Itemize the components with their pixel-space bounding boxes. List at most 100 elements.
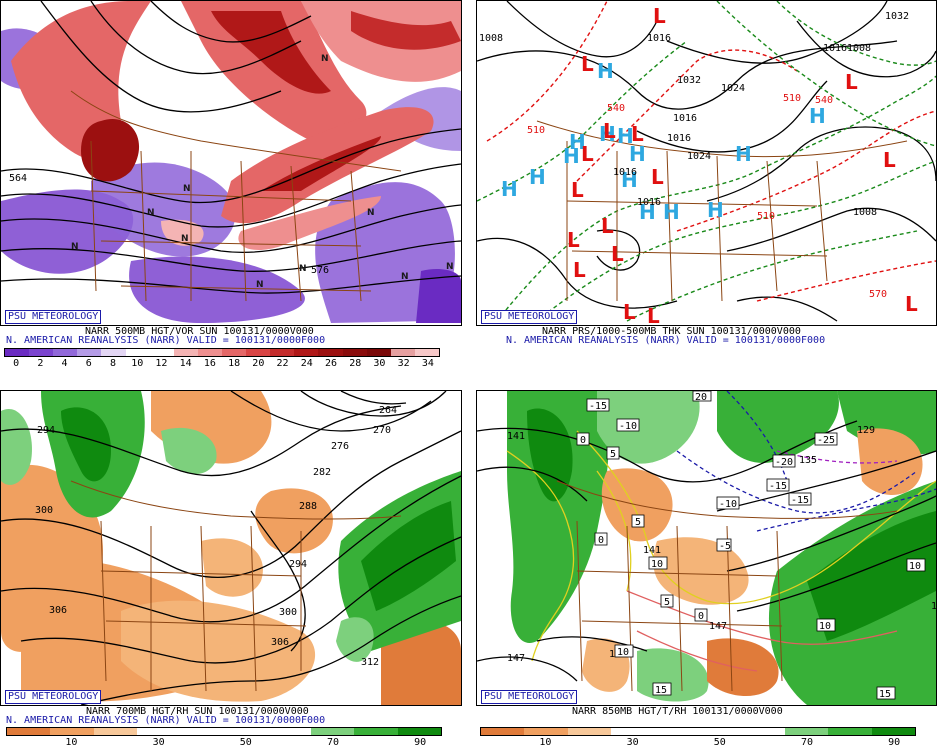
svg-text:312: 312 [361,657,379,668]
colorbar-segment [137,728,181,735]
colorbar-segment [784,728,829,735]
contour-label: 564 [9,173,27,184]
vorticity-symbols: N N N N N N N N N N [71,54,454,290]
colorbar-tick-label: 28 [349,358,362,369]
colorbar-segment [397,728,442,735]
map-canvas: 141 135 129 147 147 147 141 15 [477,391,936,705]
svg-text:N: N [299,264,307,274]
svg-text:135: 135 [799,455,817,466]
colorbar-tick-label: 10 [131,358,144,369]
colorbar-tick-label: 30 [152,737,165,748]
high-center: H [599,122,616,146]
svg-text:5: 5 [610,449,616,460]
svg-text:294: 294 [289,559,307,570]
colorbar-ticks: 10 30 50 70 90 [6,737,442,749]
colorbar-tick-label: 4 [61,358,68,369]
colorbar-tick-label: 20 [252,358,265,369]
svg-text:10: 10 [819,621,831,632]
colorbar-segment [354,728,398,735]
psu-meteorology-badge: PSU METEOROLOGY [5,310,102,324]
colorbar-ticks: 10 30 50 70 90 [480,737,916,749]
svg-text:20: 20 [695,392,707,403]
high-center: H [617,124,634,148]
colorbar-segment [524,728,568,735]
colorbar-tick-label: 70 [326,737,340,748]
colorbar [4,348,440,357]
colorbar-segment [871,728,916,735]
low-center: L [845,70,858,94]
colorbar-tick-label: 24 [300,358,313,369]
svg-text:540: 540 [815,95,833,106]
colorbar-segment [197,349,222,356]
colorbar [6,727,442,736]
svg-text:300: 300 [35,505,53,516]
svg-text:N: N [71,242,79,252]
psu-meteorology-badge: PSU METEOROLOGY [5,690,102,704]
svg-text:306: 306 [271,637,289,648]
map-canvas: N N N N N N N N N N 564 576 [1,1,461,325]
svg-text:1008: 1008 [479,33,503,44]
colorbar-segment [7,728,51,735]
svg-text:-15: -15 [769,481,787,492]
colorbar-tick-label: 30 [373,358,386,369]
pressure-centers: H H H H H H H H H H H H H H L L L L L L [501,4,918,325]
colorbar-segment [611,728,655,735]
colorbar-segment [828,728,872,735]
colorbar-segment [318,349,343,356]
svg-text:15: 15 [655,685,667,696]
low-center: L [581,142,594,166]
svg-text:141: 141 [643,545,661,556]
low-center: L [567,228,580,252]
map-500mb: N N N N N N N N N N 564 576 PSU METEOROL… [0,0,462,326]
svg-text:N: N [401,272,409,282]
panel-pressure-thickness: H H H H H H H H H H H H H H L L L L L L [476,0,937,375]
svg-text:270: 270 [373,425,391,436]
high-center: H [569,130,586,154]
svg-text:264: 264 [379,405,397,416]
contour-labels: 294 300 306 312 300 306 294 288 282 276 … [35,405,397,668]
svg-text:-20: -20 [775,457,793,468]
high-center: H [809,104,826,128]
colorbar-tick-label: 50 [713,737,726,748]
colorbar-tick-label: 0 [13,358,20,369]
colorbar-tick-label: 14 [179,358,192,369]
low-center: L [601,214,614,238]
low-center: L [651,165,664,189]
colorbar-tick-label: 2 [37,358,44,369]
colorbar-segment [267,728,311,735]
low-center: L [603,119,616,143]
svg-text:N: N [446,262,454,272]
colorbar-segment [149,349,174,356]
svg-text:15: 15 [879,689,891,700]
colorbar-segment [224,728,268,735]
colorbar-segment [342,349,367,356]
svg-text:147: 147 [709,621,727,632]
svg-text:1016: 1016 [613,167,637,178]
colorbar-tick-label: 34 [421,358,434,369]
low-center: L [571,178,584,202]
colorbar-tick-label: 50 [239,737,252,748]
svg-text:-5: -5 [719,541,731,552]
low-center: L [883,148,896,172]
colorbar-tick-label: 10 [65,737,78,748]
high-center: H [663,200,680,224]
temperature-labels: -15 -10 -10 -15 -15 -25 -20 5 5 -5 0 0 0… [576,391,926,700]
svg-text:1016: 1016 [647,33,671,44]
svg-text:15: 15 [931,601,936,612]
high-center: H [529,165,546,189]
svg-text:-15: -15 [589,401,607,412]
svg-text:1016: 1016 [673,113,697,124]
caption-valid: N. AMERICAN REANALYSIS (NARR) VALID = 10… [506,335,826,346]
svg-text:306: 306 [49,605,67,616]
high-center: H [707,198,724,222]
map-pressure: H H H H H H H H H H H H H H L L L L L L [476,0,937,326]
svg-text:540: 540 [607,103,625,114]
svg-text:-10: -10 [619,421,637,432]
map-canvas: H H H H H H H H H H H H H H L L L L L L [477,1,936,325]
colorbar-segment [29,349,54,356]
svg-text:1016: 1016 [637,197,661,208]
caption-title: NARR PRS/1000-500MB THK SUN 100131/0000V… [542,326,801,337]
colorbar-segment [366,349,391,356]
low-center: L [905,292,918,316]
svg-text:1016: 1016 [667,133,691,144]
